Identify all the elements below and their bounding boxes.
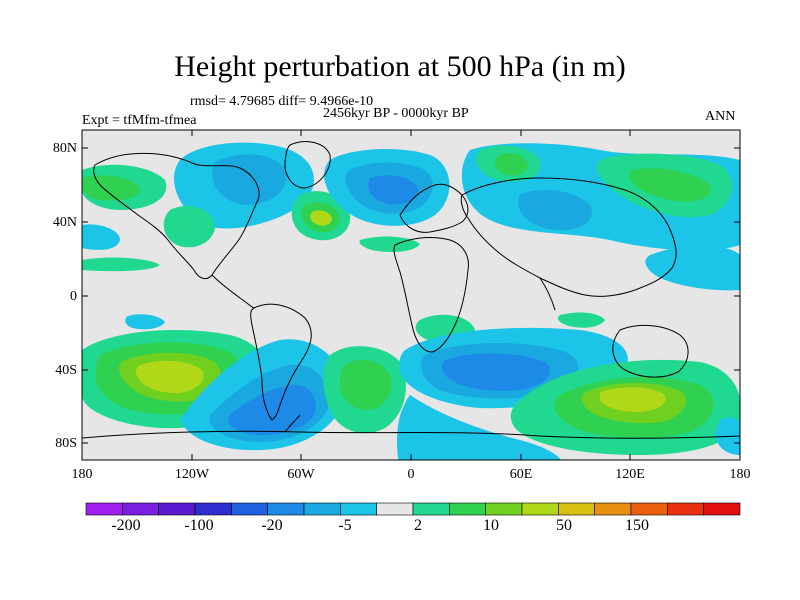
lat-label-0: 0 xyxy=(70,289,77,304)
colorbar-swatch xyxy=(267,502,305,516)
colorbar-label: 50 xyxy=(556,517,572,534)
colorbar-label: 10 xyxy=(483,517,499,534)
lon-label-60w: 60W xyxy=(287,467,315,482)
colorbar-swatch xyxy=(85,502,123,516)
contour-north-pacific xyxy=(461,143,740,251)
lon-label-120w: 120W xyxy=(174,467,210,482)
lon-label-180w: 180 xyxy=(71,467,93,482)
colorbar-swatch xyxy=(485,502,523,516)
colorbar-swatch xyxy=(594,502,632,516)
lon-label-120e: 120E xyxy=(615,467,645,482)
colorbar-swatch xyxy=(521,502,559,516)
colorbar-swatch xyxy=(340,502,377,516)
lat-label-40n: 40N xyxy=(52,215,77,230)
lon-label-0: 0 xyxy=(407,467,415,482)
contour-indian-ocean xyxy=(397,327,628,460)
colorbar-swatch xyxy=(449,502,486,516)
contour-west-edge xyxy=(82,164,215,272)
contour-small-blobs xyxy=(125,236,605,330)
lon-label-60e: 60E xyxy=(509,467,533,482)
rmsd-stats: rmsd= 4.79685 diff= 9.4966e-10 xyxy=(190,94,374,109)
colorbar-swatch xyxy=(630,502,668,516)
map-title: Height perturbation at 500 hPa (in m) xyxy=(174,50,626,83)
colorbar-label: -20 xyxy=(261,517,283,534)
colorbar-swatch xyxy=(194,502,232,516)
colorbar-label: -200 xyxy=(111,517,141,534)
colorbar-swatch xyxy=(122,502,159,516)
axis-ticks xyxy=(81,130,741,460)
time-period: 2456kyr BP - 0000kyr BP xyxy=(323,106,469,121)
colorbar-swatch xyxy=(558,502,595,516)
lat-label-80n: 80N xyxy=(52,141,77,156)
coastlines xyxy=(82,141,740,439)
colorbar-swatch xyxy=(703,502,741,516)
colorbar-label: 150 xyxy=(625,517,649,534)
colorbar-label: -5 xyxy=(338,517,352,534)
colorbar xyxy=(85,502,741,516)
lat-label-40s: 40S xyxy=(55,363,77,378)
colorbar-swatch xyxy=(667,502,704,516)
lon-label-180e: 180 xyxy=(729,467,751,482)
colorbar-swatch xyxy=(231,502,268,516)
contour-fields xyxy=(82,141,740,460)
colorbar-swatch xyxy=(412,502,450,516)
experiment-label: Expt = tfMfm-tfmea xyxy=(82,113,197,128)
colorbar-swatch xyxy=(376,502,414,516)
colorbar-swatch xyxy=(303,502,341,516)
season-label: ANN xyxy=(705,109,736,124)
contour-north-atlantic xyxy=(174,142,351,241)
colorbar-label: -100 xyxy=(184,517,214,534)
lat-label-80s: 80S xyxy=(55,436,77,451)
colorbar-label: 2 xyxy=(414,517,422,534)
colorbar-swatch xyxy=(158,502,196,516)
